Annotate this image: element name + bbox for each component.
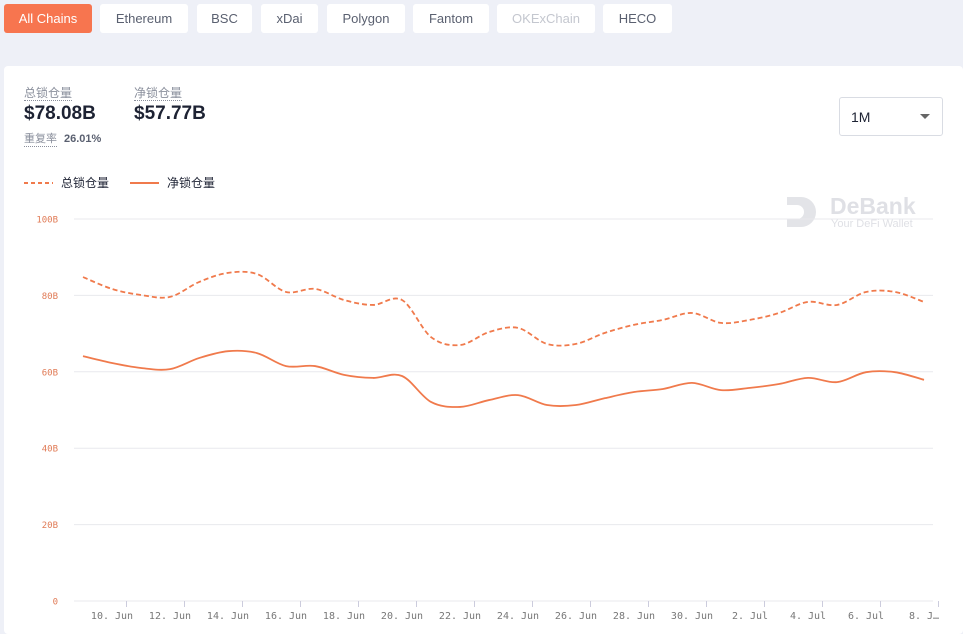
- watermark-brand: DeBank: [830, 193, 916, 219]
- chain-tab[interactable]: Polygon: [327, 4, 405, 33]
- chain-tab: OKExChain: [497, 4, 595, 33]
- x-tick-label: 18. Jun: [323, 611, 365, 622]
- x-tick-label: 12. Jun: [149, 611, 191, 622]
- caret: [920, 114, 930, 119]
- chain-tab[interactable]: Fantom: [413, 4, 489, 33]
- x-tick-label: 10. Jun: [91, 611, 133, 622]
- chain-tab[interactable]: Ethereum: [100, 4, 188, 33]
- chain-tab[interactable]: BSC: [197, 4, 252, 33]
- range-dropdown[interactable]: 1M: [839, 97, 943, 136]
- y-tick-label: 60B: [42, 368, 58, 378]
- card: 总锁仓量 $78.08B 净锁仓量 $57.77B 重复率 26.01% 1M: [4, 66, 963, 634]
- stat-label: 总锁仓量: [24, 86, 73, 101]
- x-tick-label: 20. Jun: [381, 611, 423, 622]
- chain-tab[interactable]: xDai: [261, 4, 318, 33]
- watermark-tagline: Your DeFi Wallet: [831, 218, 913, 230]
- legend-label: 净锁仓量: [167, 175, 215, 190]
- range-value: 1M: [851, 109, 871, 125]
- y-tick-label: 40B: [42, 445, 58, 455]
- x-tick-label: 2. Jul: [732, 611, 768, 622]
- chain-tab[interactable]: All Chains: [4, 4, 92, 33]
- overlap-value: 26.01%: [64, 133, 102, 145]
- y-tick-label: 0: [53, 598, 58, 608]
- x-tick-label: 26. Jun: [555, 611, 597, 622]
- y-tick-label: 80B: [42, 292, 58, 302]
- x-tick-label: 14. Jun: [207, 611, 249, 622]
- x-tick-label: 30. Jun: [671, 611, 713, 622]
- x-tick-label: 4. Jul: [790, 611, 826, 622]
- legend-label: 总锁仓量: [61, 175, 109, 190]
- line-series: [82, 270, 925, 347]
- chain-tab[interactable]: HECO: [603, 4, 672, 33]
- line-series: [82, 349, 925, 408]
- x-tick-label: 16. Jun: [265, 611, 307, 622]
- y-tick-label: 100B: [36, 216, 58, 226]
- x-tick-label: 22. Jun: [439, 611, 481, 622]
- watermark-logo: [787, 197, 816, 227]
- stat-value: $78.08B: [24, 103, 96, 124]
- stat-label: 净锁仓量: [134, 86, 183, 101]
- x-tick-label: 8. J…: [909, 611, 939, 622]
- overlap-label: 重复率: [24, 133, 57, 147]
- x-tick-label: 28. Jun: [613, 611, 655, 622]
- x-tick-label: 24. Jun: [497, 611, 539, 622]
- stat-value: $57.77B: [134, 103, 206, 124]
- y-tick-label: 20B: [42, 521, 58, 531]
- x-tick-label: 6. Jul: [848, 611, 884, 622]
